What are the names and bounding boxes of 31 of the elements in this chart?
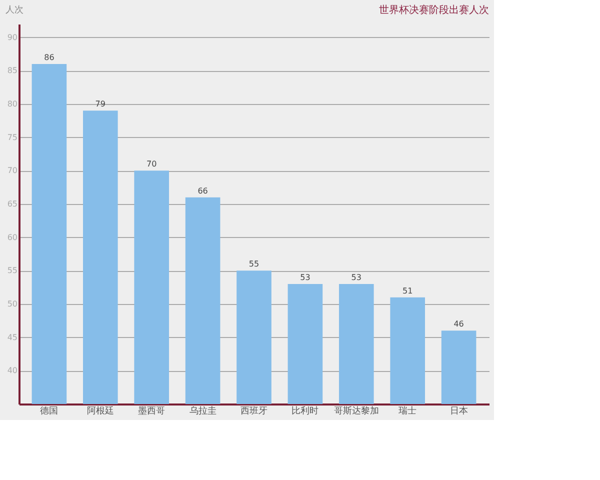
y-tick-label: 80 [7,100,18,108]
data-label: 46 [454,320,464,329]
y-tick-label: 55 [7,266,18,276]
data-label: 79 [95,100,106,109]
data-label: 51 [402,286,413,296]
x-tick-label: 乌拉圭 [189,406,216,416]
y-tick-label: 45 [7,332,18,342]
x-tick-label: 瑞士 [398,406,417,416]
y-tick-label: 70 [7,166,18,176]
y-axis-title: 人次 [6,4,24,16]
chart-title: 世界杯决赛阶段出赛人次 [379,4,489,16]
y-tick-label: 50 [7,300,18,308]
x-tick-label: 阿根廷 [86,406,114,416]
y-tick-label: 65 [7,200,18,208]
data-label: 55 [248,260,260,269]
x-tick-label: 日本 [450,406,468,416]
data-label: 53 [300,273,310,282]
y-tick-label: 40 [7,366,18,376]
x-tick-label: 比利时 [292,406,319,416]
data-label: 86 [44,53,54,62]
data-label: 70 [146,160,157,169]
y-tick-label: 75 [7,132,18,142]
x-tick-label: 德国 [40,406,58,416]
data-label: 66 [198,186,208,196]
data-label: 53 [351,273,362,282]
y-tick-label: 85 [7,66,18,76]
x-tick-label: 哥斯达黎加 [334,406,379,416]
y-tick-label: 60 [7,232,18,242]
x-tick-label: 墨西哥 [138,406,166,416]
x-tick-label: 西班牙 [240,406,268,416]
y-tick-label: 90 [7,32,18,42]
